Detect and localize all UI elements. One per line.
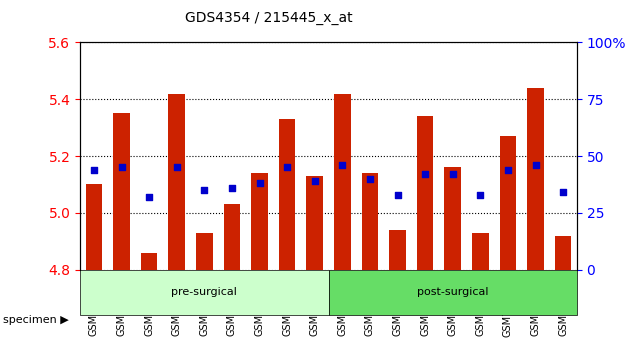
- Point: [530, 162, 540, 168]
- Bar: [86, 184, 102, 270]
- Bar: [417, 116, 433, 270]
- Point: [337, 162, 347, 168]
- Bar: [362, 173, 378, 270]
- Point: [310, 178, 320, 184]
- Bar: [472, 233, 488, 270]
- Point: [447, 171, 458, 177]
- Text: specimen ▶: specimen ▶: [3, 315, 69, 325]
- Point: [172, 165, 182, 170]
- Bar: [113, 114, 129, 270]
- Bar: [169, 93, 185, 270]
- Bar: [251, 173, 268, 270]
- FancyBboxPatch shape: [328, 270, 577, 315]
- Bar: [141, 253, 158, 270]
- Bar: [334, 93, 351, 270]
- Text: post-surgical: post-surgical: [417, 287, 488, 297]
- Bar: [224, 204, 240, 270]
- Bar: [196, 233, 213, 270]
- Point: [117, 165, 127, 170]
- Bar: [279, 119, 296, 270]
- Point: [282, 165, 292, 170]
- Text: GDS4354 / 215445_x_at: GDS4354 / 215445_x_at: [185, 11, 353, 25]
- Point: [89, 167, 99, 172]
- Bar: [555, 235, 571, 270]
- FancyBboxPatch shape: [80, 270, 328, 315]
- Bar: [444, 167, 461, 270]
- Point: [503, 167, 513, 172]
- Point: [227, 185, 237, 191]
- Point: [365, 176, 375, 182]
- Text: pre-surgical: pre-surgical: [171, 287, 237, 297]
- Point: [144, 194, 154, 200]
- Point: [254, 181, 265, 186]
- Bar: [499, 136, 516, 270]
- Bar: [306, 176, 323, 270]
- Point: [199, 187, 210, 193]
- Point: [392, 192, 403, 198]
- Point: [475, 192, 485, 198]
- Point: [420, 171, 430, 177]
- Bar: [389, 230, 406, 270]
- Point: [558, 189, 568, 195]
- Bar: [527, 88, 544, 270]
